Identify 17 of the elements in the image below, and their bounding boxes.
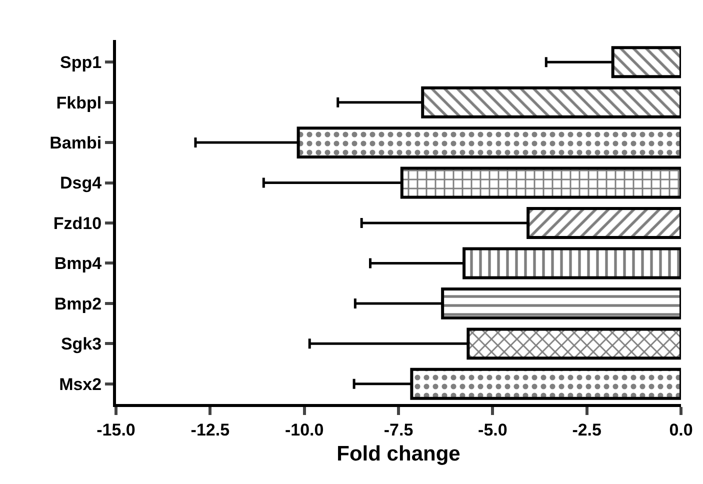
y-tick-label: Bmp2 bbox=[54, 294, 102, 314]
x-tick-label: -15.0 bbox=[96, 420, 136, 440]
y-tick-label: Bmp4 bbox=[54, 254, 102, 274]
x-tick-label: -5.0 bbox=[478, 420, 508, 440]
x-tick-label: -2.5 bbox=[572, 420, 602, 440]
x-tick-label: -10.0 bbox=[284, 420, 324, 440]
x-tick-label: 0.0 bbox=[669, 420, 693, 440]
x-tick-label: -12.5 bbox=[190, 420, 230, 440]
y-tick-label: Dsg4 bbox=[60, 174, 102, 193]
x-axis-title: Fold change bbox=[336, 442, 460, 466]
y-tick-label: Bambi bbox=[50, 134, 102, 153]
y-tick-label: Msx2 bbox=[59, 374, 102, 394]
x-tick-label: -7.5 bbox=[384, 420, 414, 440]
y-tick-label: Fzd10 bbox=[53, 214, 102, 233]
y-tick-label: Fkbpl bbox=[56, 93, 102, 112]
y-tick-label: Spp1 bbox=[60, 53, 102, 72]
y-tick-label: Sgk3 bbox=[60, 334, 102, 354]
